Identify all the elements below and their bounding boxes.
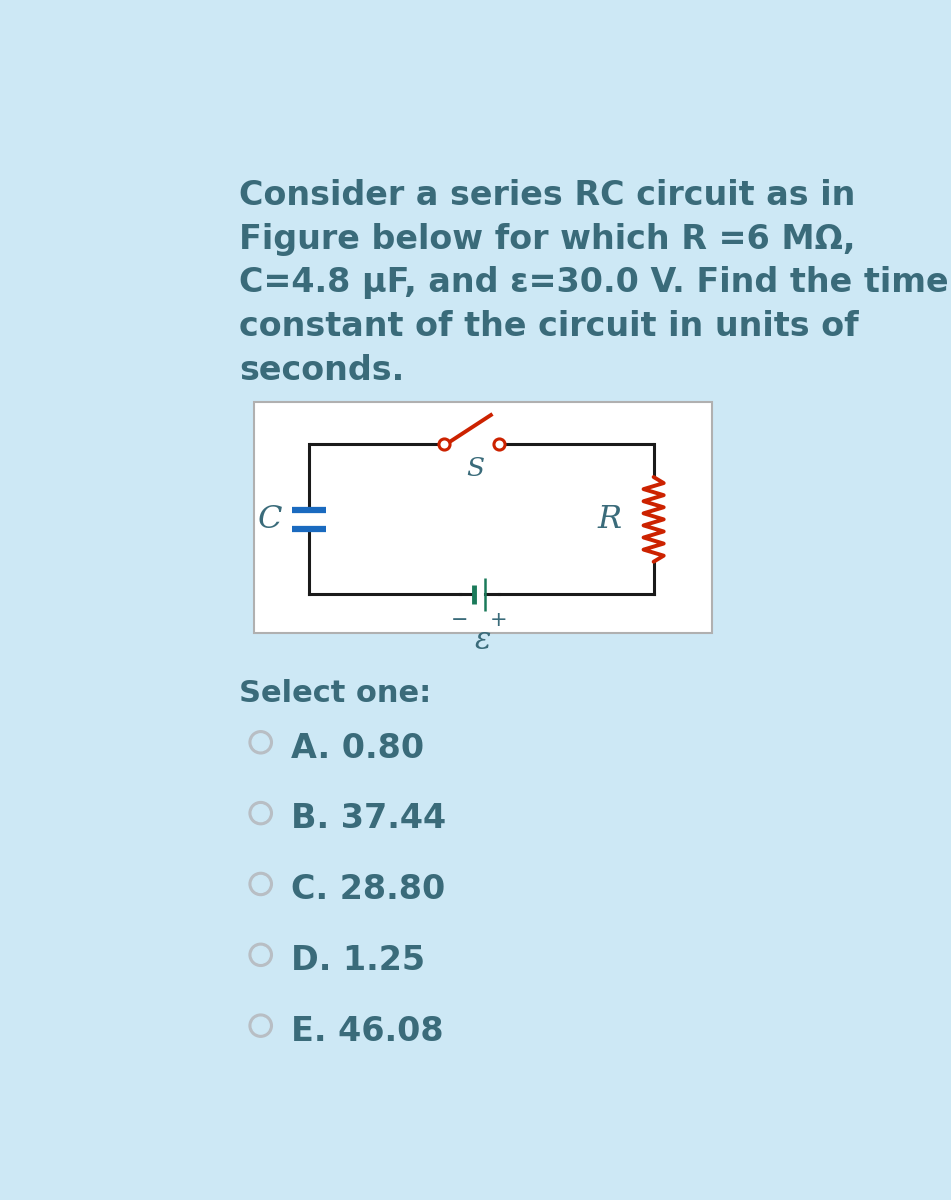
Text: C. 28.80: C. 28.80 (291, 874, 445, 906)
Text: Select one:: Select one: (239, 679, 431, 708)
Text: B. 37.44: B. 37.44 (291, 803, 446, 835)
Bar (255, 402, 711, 632)
Text: E. 46.08: E. 46.08 (291, 1015, 443, 1048)
Text: ε: ε (475, 625, 492, 656)
Text: Figure below for which R =6 MΩ,: Figure below for which R =6 MΩ, (239, 222, 856, 256)
Text: constant of the circuit in units of: constant of the circuit in units of (239, 311, 859, 343)
Circle shape (252, 947, 269, 964)
Circle shape (252, 734, 269, 751)
Text: +: + (490, 610, 508, 630)
Circle shape (249, 1014, 272, 1037)
Circle shape (252, 805, 269, 822)
Circle shape (252, 876, 269, 893)
Circle shape (249, 872, 272, 895)
Text: D. 1.25: D. 1.25 (291, 944, 425, 977)
Text: −: − (451, 610, 469, 630)
Circle shape (252, 1018, 269, 1034)
Circle shape (249, 943, 272, 966)
Text: R: R (598, 504, 622, 535)
Text: C=4.8 µF, and ε=30.0 V. Find the time: C=4.8 µF, and ε=30.0 V. Find the time (239, 266, 949, 300)
Text: S: S (466, 456, 484, 481)
Circle shape (249, 802, 272, 824)
Text: A. 0.80: A. 0.80 (291, 732, 424, 764)
Text: seconds.: seconds. (239, 354, 404, 388)
Circle shape (249, 731, 272, 754)
Text: Consider a series RC circuit as in: Consider a series RC circuit as in (239, 179, 855, 211)
Text: C: C (258, 504, 282, 535)
